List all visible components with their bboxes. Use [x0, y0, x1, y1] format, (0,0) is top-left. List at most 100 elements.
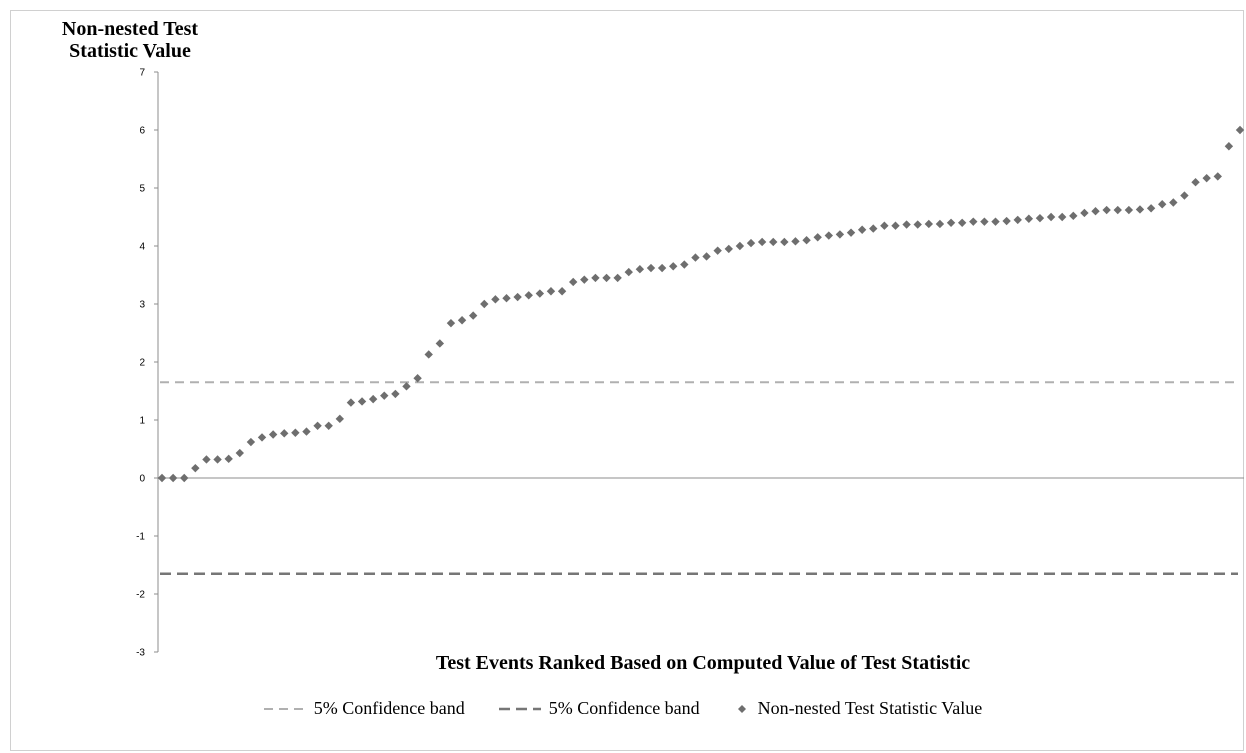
data-point [513, 292, 522, 302]
data-point [824, 231, 834, 240]
legend-label: 5% Confidence band [313, 698, 465, 718]
data-point [280, 429, 289, 438]
data-point [835, 230, 845, 239]
data-point [669, 262, 678, 271]
data-point [357, 397, 367, 406]
data-point [713, 246, 722, 255]
legend-swatch-dark-dash-icon [498, 707, 541, 710]
y-tick-label: 3 [139, 300, 145, 311]
data-point [724, 244, 733, 254]
data-point [1202, 173, 1211, 183]
data-point [857, 225, 867, 234]
legend-label: 5% Confidence band [548, 698, 700, 718]
data-point [580, 275, 589, 284]
data-point [1124, 205, 1134, 215]
data-point [235, 448, 244, 458]
data-point [1191, 178, 1200, 187]
data-point [635, 265, 645, 274]
data-point [1024, 214, 1034, 223]
data-point [191, 463, 200, 473]
data-point [502, 294, 511, 303]
data-point [913, 220, 922, 229]
y-tick-label: -1 [136, 532, 145, 543]
legend-item-band-lower: 5% Confidence band [498, 698, 700, 719]
data-point [446, 318, 456, 328]
y-tick-label: -2 [136, 590, 145, 601]
data-point [1180, 191, 1189, 200]
data-point [657, 263, 667, 273]
data-point [846, 228, 856, 237]
data-point [746, 238, 756, 248]
data-point [946, 218, 956, 227]
data-point [802, 236, 811, 245]
data-point [313, 421, 322, 430]
data-point [780, 237, 789, 247]
data-point [402, 382, 411, 391]
data-point [613, 273, 622, 283]
data-point [1080, 208, 1089, 218]
data-point [1113, 205, 1122, 215]
data-point [546, 287, 556, 296]
data-point [1057, 212, 1067, 222]
data-point [302, 427, 311, 436]
data-point [491, 295, 500, 304]
data-point [291, 428, 300, 437]
data-point [268, 430, 278, 439]
data-point [180, 473, 189, 483]
data-point [624, 267, 633, 277]
data-point [602, 273, 611, 283]
legend-swatch-light-dash-icon [263, 707, 306, 710]
confidence-bands [160, 381, 1238, 575]
data-point [346, 398, 356, 407]
data-point [480, 299, 489, 309]
data-markers [157, 125, 1245, 483]
data-point [591, 273, 600, 283]
y-tick-label: 6 [139, 126, 145, 137]
data-point [380, 391, 389, 400]
data-point [646, 263, 656, 273]
data-point [1235, 125, 1245, 135]
data-point [924, 219, 934, 229]
data-point [224, 454, 233, 464]
data-point [735, 241, 745, 251]
data-point [424, 350, 433, 359]
data-point [957, 218, 967, 227]
chart-frame [10, 10, 1244, 751]
y-tick-label: 4 [139, 242, 145, 253]
data-point [1102, 205, 1111, 215]
axes: -3 -2 -1 0 1 2 3 4 5 6 7 [136, 68, 1244, 659]
data-point [413, 374, 422, 383]
legend-label: Non-nested Test Statistic Value [757, 698, 983, 718]
y-axis-title: Non-nested Test Statistic Value [61, 18, 199, 62]
data-point [1046, 212, 1056, 222]
data-point [157, 473, 167, 483]
y-tick-label: -3 [136, 648, 145, 659]
data-point [1213, 172, 1222, 181]
data-point [757, 237, 767, 247]
data-point [435, 339, 445, 348]
data-point [324, 421, 333, 430]
data-point [691, 253, 700, 262]
data-point [935, 219, 945, 229]
legend-item-band-upper: 5% Confidence band [263, 698, 465, 719]
data-point [1158, 200, 1167, 209]
y-tick-label: 5 [139, 184, 145, 195]
data-point [869, 224, 878, 233]
legend: 5% Confidence band 5% Confidence band No… [0, 698, 1246, 719]
data-point [368, 394, 378, 404]
data-point [168, 473, 178, 483]
data-point [702, 252, 711, 261]
data-point [1146, 204, 1156, 213]
legend-swatch-diamond-icon [737, 704, 746, 713]
data-point [1169, 198, 1178, 207]
data-point [880, 221, 889, 230]
data-point [891, 221, 900, 230]
y-tick-label: 0 [139, 474, 145, 485]
data-point [1091, 207, 1100, 216]
data-point [391, 389, 400, 399]
data-point [969, 217, 978, 226]
data-point [1224, 142, 1234, 151]
data-point [568, 277, 578, 287]
y-tick-label: 2 [139, 358, 145, 369]
